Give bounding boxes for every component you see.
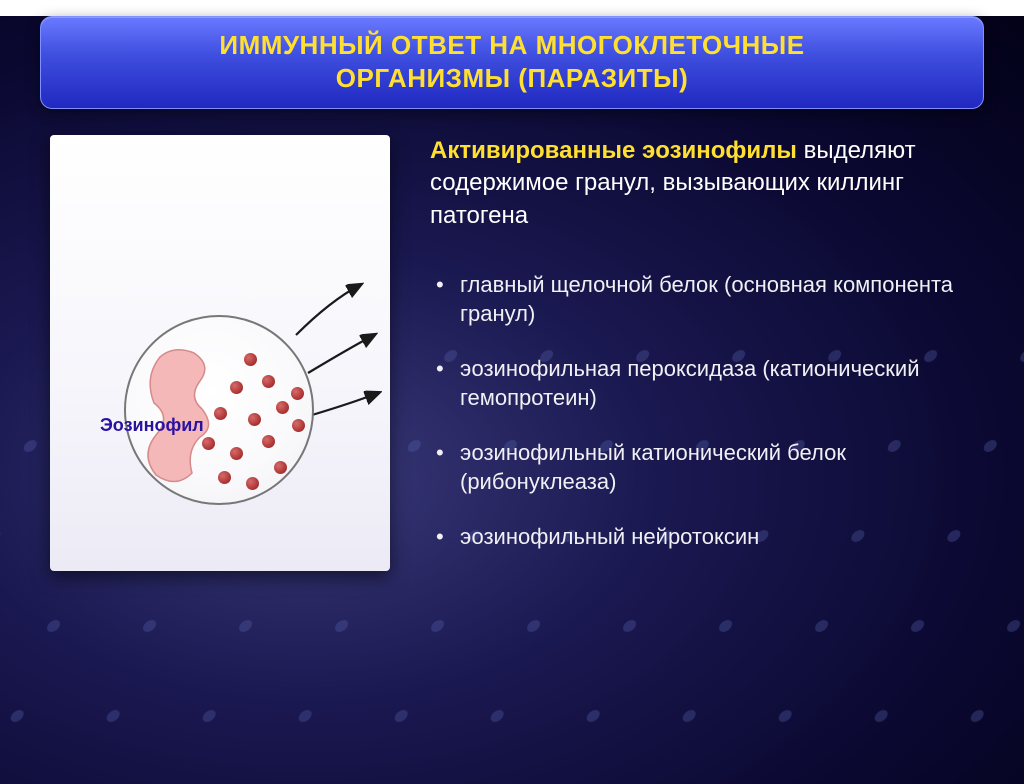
granule-dot [244,353,257,366]
figure-panel: Эозинофил [50,135,390,571]
eosinophil-label: Эозинофил [100,415,204,436]
granule-dot [292,419,305,432]
bullet-item: эозинофильная пероксидаза (катионический… [436,354,974,412]
granule-dot [230,381,243,394]
main-statement-highlight: эозинофилы [642,137,797,164]
granule-dot [248,413,261,426]
granule-dot [276,401,289,414]
bullet-list: главный щелочной белок (основная компоне… [430,270,974,551]
eosinophil-cell [124,315,314,505]
granule-dot [230,447,243,460]
title-line-2: ОРГАНИЗМЫ (ПАРАЗИТЫ) [336,63,688,93]
text-column: Активированные эозинофилы выделяют содер… [430,135,974,577]
granule-dot [262,435,275,448]
granule-dot [202,437,215,450]
granule-dot [291,387,304,400]
release-arrow [308,335,374,373]
bullet-item: эозинофильный катионический белок (рибон… [436,438,974,496]
bullet-item: эозинофильный нейротоксин [436,522,974,551]
main-statement-prefix: Активированные [430,137,635,164]
title-line-1: ИММУННЫЙ ОТВЕТ НА МНОГОКЛЕТОЧНЫЕ [219,30,804,60]
granule-dot [262,375,275,388]
bullet-item: главный щелочной белок (основная компоне… [436,270,974,328]
granule-dot [218,471,231,484]
granule-dot [214,407,227,420]
main-statement: Активированные эозинофилы выделяют содер… [430,135,974,232]
slide-title-banner: ИММУННЫЙ ОТВЕТ НА МНОГОКЛЕТОЧНЫЕ ОРГАНИЗ… [40,16,984,109]
release-arrow [312,393,378,415]
granule-dot [274,461,287,474]
slide-title: ИММУННЫЙ ОТВЕТ НА МНОГОКЛЕТОЧНЫЕ ОРГАНИЗ… [101,29,923,94]
granule-dot [246,477,259,490]
content-area: Эозинофил Активированные эозинофилы выде… [0,109,1024,577]
